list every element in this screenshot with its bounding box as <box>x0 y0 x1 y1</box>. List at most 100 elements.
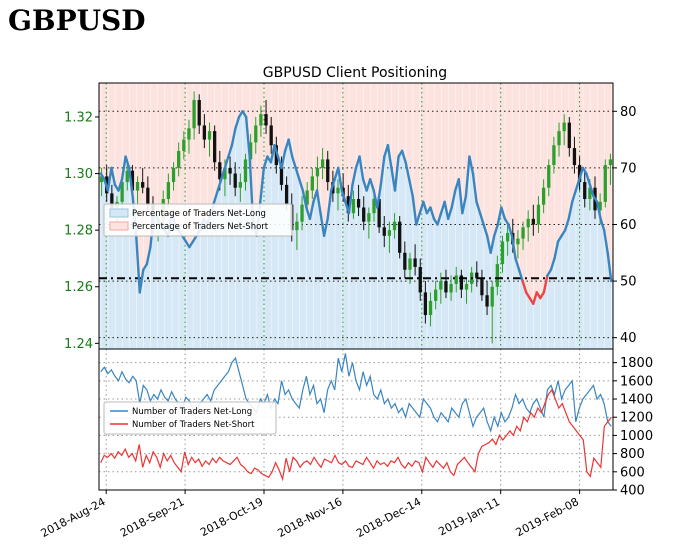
short-fill-segment <box>152 83 157 214</box>
candle-body <box>516 238 520 245</box>
long-fill-segment <box>159 224 164 349</box>
net-short-count-line <box>100 388 612 482</box>
sentiment-line-segment <box>400 149 407 164</box>
sentiment-line-segment <box>496 206 503 226</box>
candle-body <box>547 165 551 188</box>
long-fill-segment <box>357 156 362 349</box>
candle-body <box>130 170 135 191</box>
sentiment-line-segment <box>404 161 411 181</box>
long-fill-segment <box>230 145 235 349</box>
long-fill-segment <box>343 201 348 349</box>
long-fill-segment <box>520 281 525 349</box>
candle-body <box>398 221 402 253</box>
candle-body <box>213 131 217 163</box>
percent-tick-label: 50 <box>620 275 637 290</box>
short-fill-segment <box>563 83 568 231</box>
sentiment-line-segment <box>120 155 127 181</box>
candle-body <box>428 300 433 316</box>
sentiment-line-segment <box>429 206 436 221</box>
sentiment-line-segment <box>457 178 464 215</box>
candle-body <box>444 281 448 293</box>
sentiment-line-segment <box>244 115 251 158</box>
long-fill-segment <box>223 167 228 349</box>
bottom-panel-frame <box>98 348 614 491</box>
long-fill-segment <box>315 190 320 349</box>
sentiment-line-segment <box>376 183 383 209</box>
candle-body <box>475 272 479 279</box>
x-tick-label: 2018-Dec-14 <box>354 495 423 540</box>
long-fill-segment <box>400 150 405 349</box>
candle-body <box>146 187 150 205</box>
sentiment-line-segment <box>259 166 266 204</box>
sentiment-line-segment <box>478 211 485 226</box>
short-fill-segment <box>329 83 334 191</box>
candle-body <box>418 266 422 293</box>
short-fill-segment <box>123 83 128 157</box>
long-fill-segment <box>464 196 469 349</box>
net-long-count-line <box>100 353 612 433</box>
candle-body <box>521 227 525 239</box>
long-fill-segment <box>180 235 185 349</box>
sentiment-line-segment <box>422 200 429 215</box>
price-tick-label: 1.26 <box>64 280 93 295</box>
short-fill-segment <box>315 83 320 191</box>
price-tick-label: 1.32 <box>64 110 93 125</box>
candle-body <box>110 193 114 208</box>
short-fill-segment <box>584 83 589 174</box>
sentiment-line-segment <box>588 183 595 198</box>
sentiment-line-segment <box>106 166 113 192</box>
candle-body <box>243 159 248 183</box>
short-fill-segment <box>145 83 150 265</box>
sentiment-line-segment <box>549 257 556 271</box>
bottom-legend-entry-label: Number of Traders Net-Long <box>132 407 252 417</box>
sentiment-line-segment <box>145 245 152 266</box>
long-fill-segment <box>258 201 263 349</box>
sentiment-line-segment <box>443 200 450 221</box>
candle-body <box>557 131 561 146</box>
candle-body <box>541 187 546 205</box>
sentiment-line-segment <box>571 189 577 204</box>
long-fill-segment <box>435 224 440 349</box>
short-fill-segment <box>386 83 391 146</box>
sentiment-line-segment <box>379 155 386 187</box>
candle-body <box>233 173 237 188</box>
candle-body <box>367 213 371 222</box>
candle-body <box>315 167 320 177</box>
long-fill-segment <box>563 230 568 349</box>
short-fill-segment <box>116 83 121 191</box>
candle-body <box>598 201 602 211</box>
short-fill-segment <box>180 83 185 236</box>
sentiment-line-segment <box>471 172 478 204</box>
sentiment-line-segment <box>308 200 315 221</box>
candle-body <box>377 199 381 228</box>
long-fill-segment <box>208 213 213 349</box>
sentiment-line-segment <box>446 206 453 221</box>
sentiment-line-segment <box>368 178 375 192</box>
sentiment-line-segment <box>521 279 528 294</box>
candle-body <box>223 167 227 180</box>
sentiment-line-segment <box>468 155 475 175</box>
candle-body <box>346 196 350 214</box>
candle-body <box>228 167 232 174</box>
long-fill-segment <box>492 235 497 349</box>
short-fill-segment <box>159 83 164 225</box>
long-fill-segment <box>173 224 178 349</box>
percent-tick-label: 70 <box>620 161 637 176</box>
short-fill-segment <box>301 83 305 191</box>
candle-body <box>603 165 607 202</box>
long-fill-segment <box>329 190 334 349</box>
count-tick-label: 1600 <box>620 374 653 389</box>
long-fill-segment <box>393 190 398 349</box>
sentiment-line-segment <box>280 149 287 170</box>
short-fill-segment <box>173 83 178 225</box>
candle-body <box>197 99 201 126</box>
short-fill-segment <box>357 83 362 157</box>
price-tick-label: 1.28 <box>64 224 93 239</box>
long-fill-segment <box>591 196 596 349</box>
long-fill-segment <box>605 252 610 349</box>
candle-body <box>454 275 458 284</box>
x-tick-label: 2018-Nov-16 <box>275 495 344 540</box>
sentiment-line-segment <box>606 251 613 283</box>
short-fill-segment <box>464 83 469 197</box>
candle-body <box>99 176 104 183</box>
